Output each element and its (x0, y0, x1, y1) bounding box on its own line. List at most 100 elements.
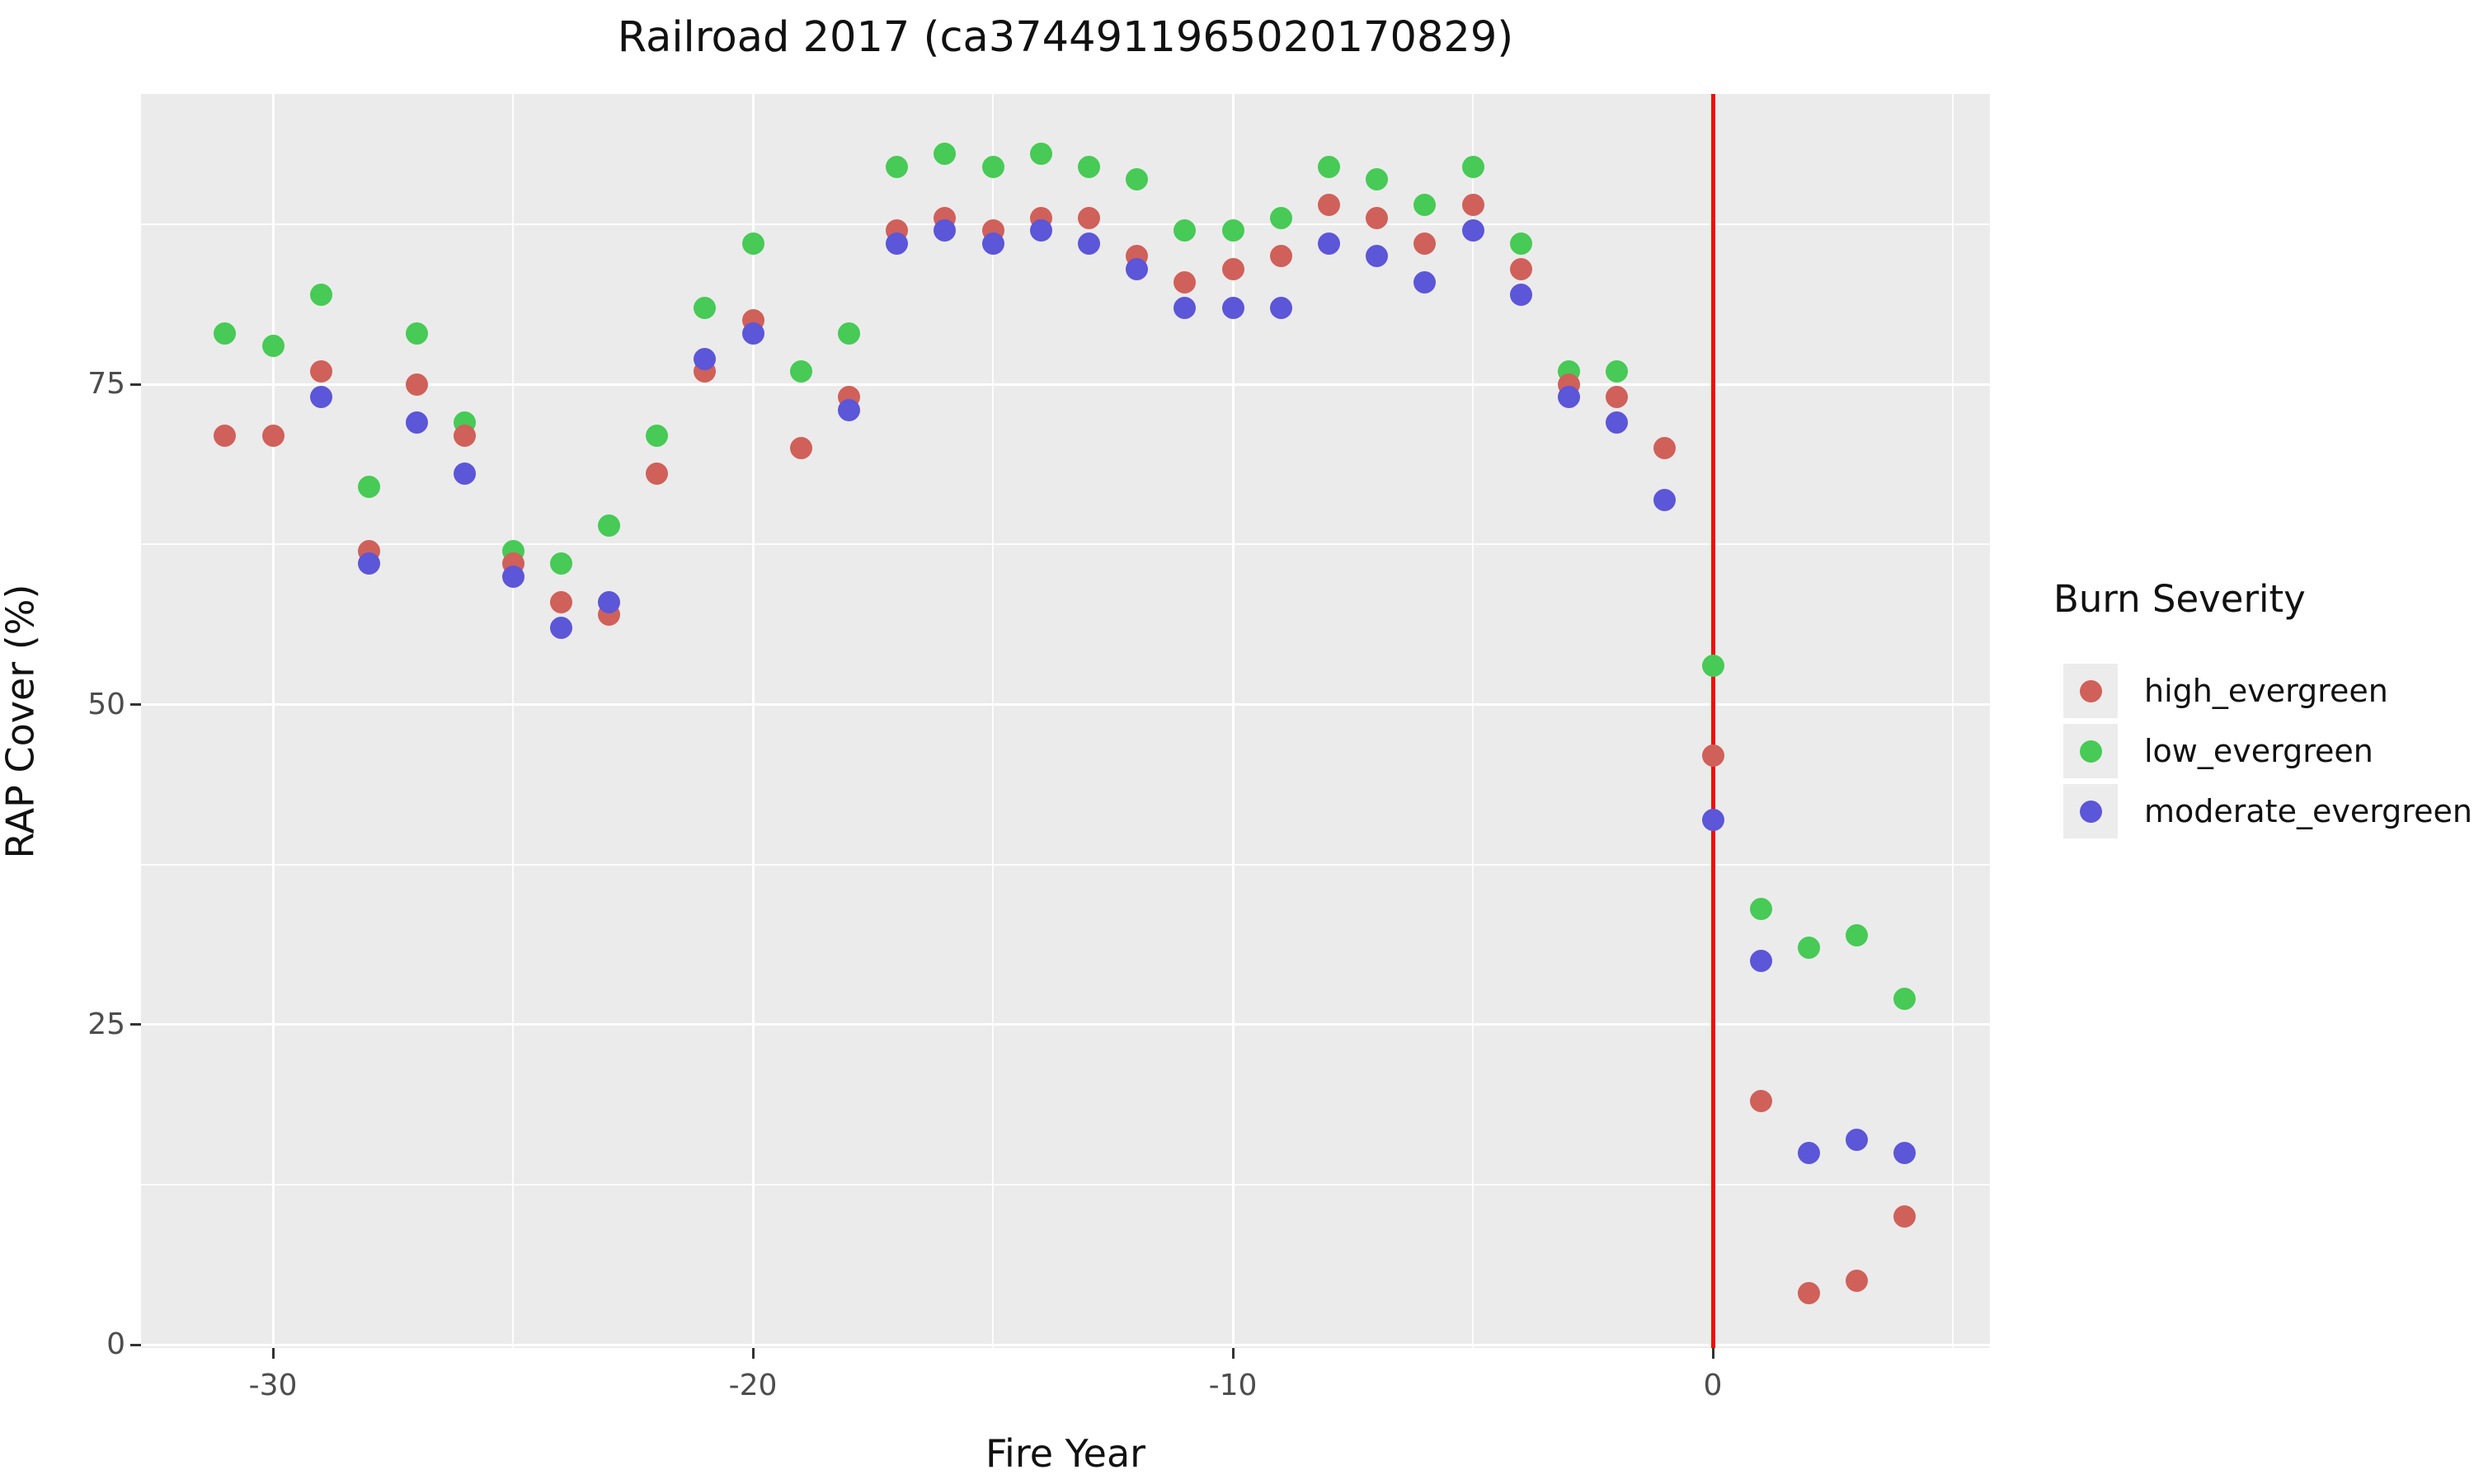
data-point-moderate_evergreen (1461, 219, 1484, 242)
legend-key-box (2063, 664, 2118, 718)
gridline-minor-x (1472, 94, 1474, 1348)
data-point-moderate_evergreen (1174, 296, 1197, 319)
data-point-high_evergreen (1366, 206, 1389, 229)
data-point-moderate_evergreen (1606, 411, 1629, 434)
data-point-low_evergreen (1413, 194, 1437, 217)
y-tick-mark (130, 1023, 141, 1026)
data-point-high_evergreen (1077, 206, 1100, 229)
gridline-major-y (141, 1023, 1990, 1026)
gridline-major-x (1231, 94, 1235, 1348)
plot-panel (141, 94, 1990, 1348)
data-point-high_evergreen (1317, 194, 1340, 217)
data-point-low_evergreen (981, 155, 1004, 178)
data-point-high_evergreen (1461, 194, 1484, 217)
data-point-high_evergreen (1797, 1282, 1820, 1305)
data-point-moderate_evergreen (1557, 386, 1580, 409)
legend-dot-moderate_evergreen (2080, 801, 2102, 823)
data-point-high_evergreen (1653, 437, 1677, 460)
legend-item-moderate_evergreen: moderate_evergreen (2052, 784, 2472, 838)
data-point-low_evergreen (1893, 988, 1917, 1011)
legend-item-label: low_evergreen (2144, 733, 2373, 769)
data-point-low_evergreen (934, 143, 957, 166)
data-point-low_evergreen (886, 155, 909, 178)
x-axis-title: Fire Year (985, 1431, 1146, 1476)
data-point-low_evergreen (1174, 219, 1197, 242)
data-point-low_evergreen (1269, 206, 1292, 229)
data-point-moderate_evergreen (1653, 488, 1677, 511)
data-point-high_evergreen (1174, 270, 1197, 294)
y-tick-label: 25 (87, 1007, 125, 1041)
data-point-moderate_evergreen (1029, 219, 1052, 242)
gridline-minor-x (512, 94, 514, 1348)
data-point-low_evergreen (1846, 923, 1869, 946)
data-point-high_evergreen (454, 424, 477, 447)
data-point-low_evergreen (261, 335, 285, 358)
data-point-low_evergreen (1126, 168, 1149, 191)
data-point-low_evergreen (1606, 360, 1629, 383)
legend-key-box (2063, 724, 2118, 778)
y-tick-mark (130, 383, 141, 386)
data-point-high_evergreen (1846, 1269, 1869, 1292)
data-point-low_evergreen (789, 360, 812, 383)
data-point-low_evergreen (1749, 898, 1772, 921)
x-tick-label: -30 (248, 1369, 298, 1402)
legend-title: Burn Severity (2053, 577, 2306, 621)
data-point-low_evergreen (549, 552, 572, 575)
legend-item-label: moderate_evergreen (2144, 793, 2472, 829)
data-point-low_evergreen (694, 296, 717, 319)
data-point-low_evergreen (597, 514, 620, 537)
data-point-high_evergreen (1221, 257, 1244, 280)
y-tick-label: 75 (87, 367, 125, 402)
legend: Burn Severity high_evergreen low_evergree… (2052, 577, 2472, 844)
gridline-major-y (141, 383, 1990, 386)
y-tick-mark (130, 703, 141, 706)
data-point-moderate_evergreen (934, 219, 957, 242)
data-point-low_evergreen (1509, 232, 1532, 255)
data-point-moderate_evergreen (1509, 284, 1532, 307)
data-point-low_evergreen (741, 232, 764, 255)
data-point-moderate_evergreen (694, 347, 717, 370)
data-point-low_evergreen (1221, 219, 1244, 242)
data-point-low_evergreen (837, 322, 860, 345)
data-point-low_evergreen (214, 322, 237, 345)
data-point-moderate_evergreen (1366, 245, 1389, 268)
x-tick-mark (1231, 1348, 1235, 1359)
x-tick-label: 0 (1703, 1369, 1723, 1402)
data-point-high_evergreen (261, 424, 285, 447)
data-point-low_evergreen (646, 424, 669, 447)
data-point-high_evergreen (1413, 232, 1437, 255)
gridline-minor-x (1952, 94, 1954, 1348)
data-point-low_evergreen (406, 322, 429, 345)
data-point-high_evergreen (1893, 1205, 1917, 1228)
data-point-moderate_evergreen (886, 232, 909, 255)
data-point-moderate_evergreen (1317, 232, 1340, 255)
data-point-high_evergreen (1606, 386, 1629, 409)
gridline-minor-y (141, 1183, 1990, 1186)
data-point-moderate_evergreen (1077, 232, 1100, 255)
data-point-low_evergreen (1461, 155, 1484, 178)
gridline-major-y (141, 1343, 1990, 1346)
plot-title: Railroad 2017 (ca3744911965020170829) (617, 13, 1514, 62)
gridline-minor-y (141, 543, 1990, 546)
data-point-low_evergreen (357, 475, 380, 498)
y-tick-label: 0 (106, 1327, 125, 1361)
data-point-high_evergreen (309, 360, 332, 383)
data-point-moderate_evergreen (1893, 1141, 1917, 1164)
data-point-moderate_evergreen (549, 616, 572, 639)
data-point-moderate_evergreen (1749, 949, 1772, 972)
data-point-moderate_evergreen (406, 411, 429, 434)
data-point-moderate_evergreen (1797, 1141, 1820, 1164)
data-point-moderate_evergreen (309, 386, 332, 409)
gridline-minor-x (992, 94, 994, 1348)
data-point-moderate_evergreen (1846, 1129, 1869, 1152)
data-point-low_evergreen (1077, 155, 1100, 178)
data-point-low_evergreen (1317, 155, 1340, 178)
x-tick-mark (751, 1348, 755, 1359)
data-point-moderate_evergreen (1126, 257, 1149, 280)
data-point-moderate_evergreen (1221, 296, 1244, 319)
gridline-minor-y (141, 863, 1990, 866)
data-point-moderate_evergreen (501, 565, 524, 588)
data-point-moderate_evergreen (837, 398, 860, 421)
data-point-moderate_evergreen (981, 232, 1004, 255)
